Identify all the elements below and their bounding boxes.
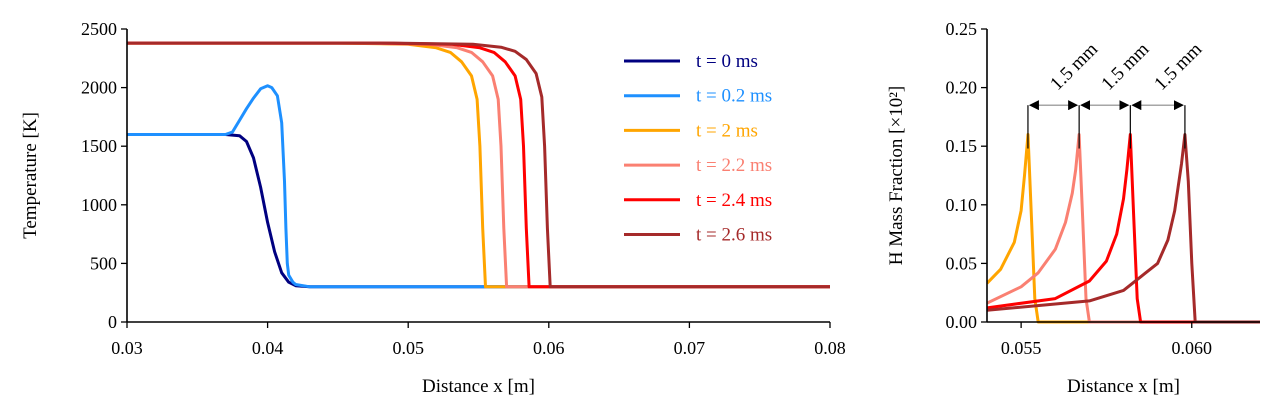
- temperature-chart: 0.03 0.04 0.05 0.06 0.07 0.08 0 500 1000 1500 2000…: [20, 19, 846, 397]
- x-axis-label: Distance x [m]: [422, 376, 535, 397]
- y-tick-label: 0: [108, 312, 117, 332]
- legend-label-4: t = 2.4 ms: [696, 190, 772, 211]
- y-axis-label: H Mass Fraction [×10²]: [886, 86, 907, 265]
- y-tick-label: 0.20: [946, 78, 978, 98]
- legend-label-0: t = 0 ms: [696, 51, 758, 72]
- legend-label-2: t = 2 ms: [696, 120, 758, 141]
- y-tick-label: 500: [90, 253, 117, 273]
- legend-label-5: t = 2.6 ms: [696, 225, 772, 246]
- y-tick-label: 0.10: [946, 195, 978, 215]
- y-tick-label: 1000: [81, 195, 117, 215]
- series-line-1: [127, 84, 830, 289]
- x-tick-label: 0.05: [392, 338, 424, 358]
- x-tick-label: 0.055: [1001, 338, 1042, 358]
- y-tick-label: 0.00: [946, 312, 978, 332]
- y-tick-label: 1500: [81, 136, 117, 156]
- series-line-5: [127, 41, 830, 289]
- x-tick-label: 0.04: [252, 338, 284, 358]
- x-axis-label: Distance x [m]: [1067, 376, 1180, 397]
- series-line-0: [987, 133, 1260, 324]
- y-tick-label: 2000: [81, 78, 117, 98]
- series-line-2: [987, 133, 1260, 324]
- x-tick-label: 0.03: [111, 338, 143, 358]
- legend-label-3: t = 2.2 ms: [696, 155, 772, 176]
- y-axis-label: Temperature [K]: [20, 112, 41, 239]
- distance-annotation: 1.5 mm: [1046, 39, 1102, 95]
- h-mass-fraction-chart: 0.055 0.060 0.00 0.05 0.10 0.15 0.20 0.25 Distan…: [886, 19, 1260, 397]
- legend-label-1: t = 0.2 ms: [696, 86, 772, 107]
- distance-annotation: 1.5 mm: [1150, 39, 1206, 95]
- x-tick-label: 0.08: [814, 338, 846, 358]
- x-tick-label: 0.07: [674, 338, 706, 358]
- x-tick-label: 0.060: [1172, 338, 1213, 358]
- x-tick-label: 0.06: [533, 338, 565, 358]
- y-tick-label: 2500: [81, 19, 117, 39]
- y-tick-label: 0.05: [946, 253, 978, 273]
- legend: t = 0 ms t = 0.2 ms t = 2 ms t = 2.2 ms t = …: [624, 51, 772, 246]
- y-tick-label: 0.15: [946, 136, 978, 156]
- y-tick-label: 0.25: [946, 19, 978, 39]
- series-line-3: [987, 133, 1260, 324]
- distance-annotation: 1.5 mm: [1097, 39, 1153, 95]
